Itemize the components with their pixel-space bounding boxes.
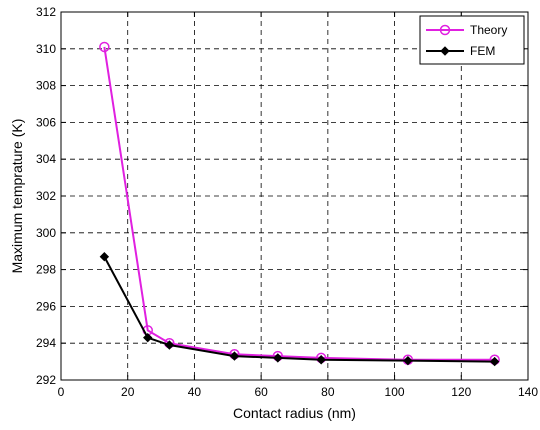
y-tick-label: 300 — [36, 226, 56, 240]
series-line-fem — [103, 256, 495, 363]
data-point-fem — [99, 252, 110, 262]
y-tick-label: 306 — [36, 115, 56, 129]
x-tick-label: 120 — [451, 385, 471, 399]
x-axis-label: Contact radius (nm) — [233, 405, 356, 421]
data-point-fem — [273, 353, 283, 363]
legend-item-fem: FEM — [426, 44, 495, 58]
x-tick-label: 40 — [188, 385, 202, 399]
y-tick-label: 312 — [36, 5, 56, 19]
y-tick-label: 310 — [36, 42, 56, 56]
y-axis-label: Maximum temprature (K) — [9, 119, 25, 274]
legend-item-theory: Theory — [426, 23, 507, 37]
y-tick-label: 302 — [36, 189, 56, 203]
data-point-theory — [99, 41, 110, 53]
legend-marker — [439, 24, 451, 36]
series-fem — [99, 252, 500, 367]
x-tick-label: 140 — [518, 385, 538, 399]
x-tick-label: 80 — [321, 385, 335, 399]
legend-box — [419, 15, 525, 65]
y-tick-label: 308 — [36, 79, 56, 93]
legend-marker — [440, 46, 450, 56]
data-point-fem — [489, 356, 500, 367]
data-point-fem — [164, 340, 175, 350]
y-tick-label: 292 — [36, 373, 56, 387]
y-tick-label: 304 — [36, 152, 56, 166]
data-point-fem — [143, 332, 153, 343]
x-tick-label: 20 — [121, 385, 135, 399]
y-tick-label: 298 — [36, 263, 56, 277]
x-tick-label: 100 — [385, 385, 405, 399]
legend-label: FEM — [470, 44, 495, 58]
x-tick-label: 60 — [254, 385, 268, 399]
legend-label: Theory — [470, 23, 507, 37]
data-point-fem — [316, 355, 326, 365]
data-point-fem — [403, 355, 413, 366]
x-tick-label: 0 — [58, 385, 65, 399]
y-tick-label: 296 — [36, 299, 56, 313]
legend: Theory FEM — [419, 15, 525, 65]
data-point-fem — [229, 351, 240, 361]
y-tick-label: 294 — [36, 336, 56, 350]
